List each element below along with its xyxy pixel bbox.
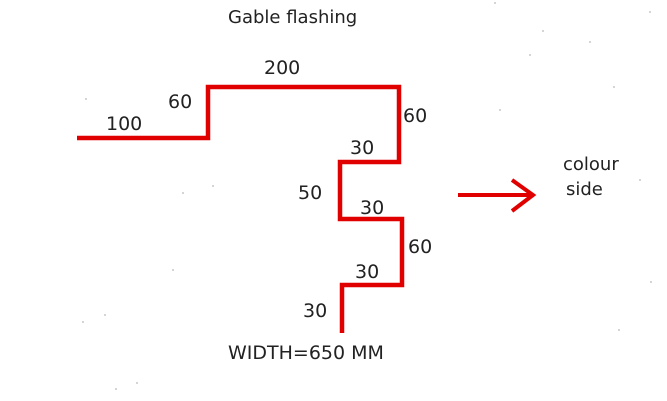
flashing-profile [77,84,405,333]
dimension-label-30-second: 30 [360,197,384,219]
dimension-label-60-left: 60 [168,91,192,113]
colour-side-label-line1: colour [563,154,619,175]
dimension-label-60-lower: 60 [408,236,432,258]
colour-side-label-line2: side [566,179,603,200]
dimension-label-200: 200 [264,57,300,79]
dimension-label-30-end: 30 [303,300,327,322]
background-speckles [82,2,652,390]
dimension-label-30-third: 30 [355,261,379,283]
dimension-label-30-first: 30 [350,137,374,159]
dimension-label-100: 100 [106,113,142,135]
total-width-label: WIDTH=650 MM [228,342,384,364]
dimension-label-60-right: 60 [403,105,427,127]
arrow-right-icon [458,178,537,213]
diagram-title: Gable flashing [228,7,357,28]
dimension-label-50: 50 [298,182,322,204]
